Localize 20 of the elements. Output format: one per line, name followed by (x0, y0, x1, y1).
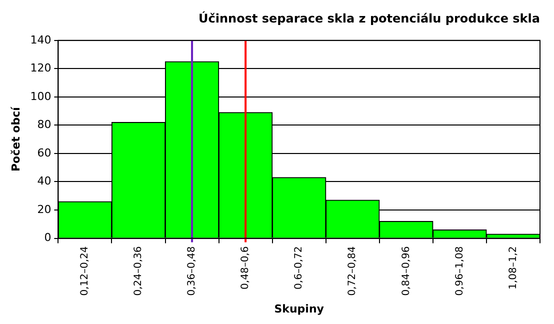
y-tick-label: 100 (30, 90, 52, 103)
x-tick-label: 0,12–0,24 (80, 246, 91, 296)
x-tick-label: 1,08–1,2 (508, 246, 519, 290)
y-tick-label: 120 (30, 62, 52, 75)
x-tick-label: 0,6–0,72 (294, 246, 305, 290)
y-tick-label: 20 (37, 202, 52, 216)
y-tick-label: 80 (37, 118, 52, 132)
x-tick-label: 0,72–0,84 (347, 246, 358, 296)
x-tick-label: 0,84–0,96 (400, 246, 412, 296)
x-tick-label: 0,24–0,36 (133, 246, 144, 296)
x-tick-label: 0,48–0,6 (240, 246, 252, 290)
y-tick-label: 140 (30, 33, 52, 46)
chart-title: Účinnost separace skla z potenciálu produkce skla (198, 10, 540, 26)
y-tick-label: 0 (44, 231, 52, 244)
y-tick-label: 60 (37, 146, 52, 160)
y-tick-label: 40 (37, 174, 52, 188)
x-tick-label: 0,36–0,48 (186, 246, 198, 296)
x-axis-title: Skupiny (274, 302, 324, 316)
y-axis-title: Počet obcí (9, 106, 22, 172)
x-tick-label: 0,96–1,08 (454, 246, 466, 296)
